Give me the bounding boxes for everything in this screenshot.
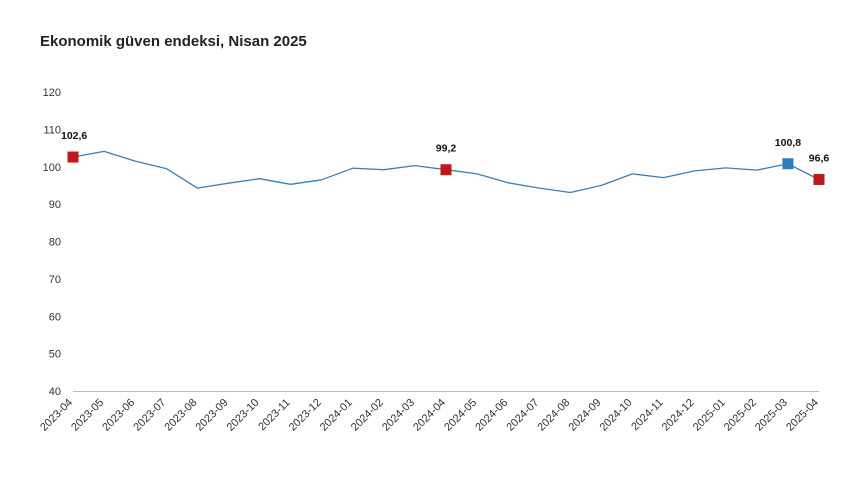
data-labels-group: 102,6 99,2 100,8 96,6 xyxy=(61,130,829,164)
highlight-marker xyxy=(440,164,452,176)
x-tick-label: 2024-06 xyxy=(473,397,510,434)
highlight-marker xyxy=(782,158,794,170)
x-tick-label: 2023-09 xyxy=(194,397,231,434)
x-tick-label: 2024-01 xyxy=(318,397,355,434)
y-tick-label: 50 xyxy=(49,349,61,361)
chart-title: Ekonomik güven endeksi, Nisan 2025 xyxy=(40,33,307,50)
x-tick-label: 2024-07 xyxy=(504,397,541,434)
x-tick-label: 2023-04 xyxy=(38,397,75,434)
data-label: 102,6 xyxy=(61,130,87,142)
x-tick-label: 2023-10 xyxy=(225,397,262,434)
y-tick-label: 100 xyxy=(43,162,61,174)
x-tick-label: 2023-07 xyxy=(131,397,168,434)
x-axis-ticks: 2023-042023-052023-062023-072023-082023-… xyxy=(38,397,821,434)
x-tick-label: 2024-02 xyxy=(349,397,386,434)
data-label: 99,2 xyxy=(436,143,457,155)
x-tick-label: 2024-03 xyxy=(380,397,417,434)
y-tick-label: 70 xyxy=(49,274,61,286)
highlight-marker xyxy=(67,151,79,163)
y-tick-label: 110 xyxy=(43,124,61,136)
x-tick-label: 2023-12 xyxy=(287,397,324,434)
x-tick-label: 2023-11 xyxy=(256,397,292,433)
x-tick-label: 2024-09 xyxy=(567,397,604,434)
y-axis-ticks: 40 50 60 70 80 90 100 110 120 xyxy=(43,87,61,398)
x-tick-label: 2023-06 xyxy=(100,397,137,434)
y-tick-label: 60 xyxy=(49,311,61,323)
x-tick-label: 2025-03 xyxy=(753,397,790,434)
x-tick-label: 2024-08 xyxy=(535,397,572,434)
highlight-marker xyxy=(813,173,825,185)
x-tick-label: 2024-05 xyxy=(442,397,479,434)
x-tick-label: 2024-12 xyxy=(660,397,697,434)
x-tick-label: 2024-11 xyxy=(629,397,665,433)
x-tick-label: 2024-10 xyxy=(598,397,635,434)
y-tick-label: 120 xyxy=(43,87,61,99)
x-tick-label: 2023-08 xyxy=(162,397,199,434)
x-tick-label: 2024-04 xyxy=(411,397,448,434)
markers-group xyxy=(67,151,825,185)
y-tick-label: 40 xyxy=(49,386,61,398)
x-tick-label: 2025-02 xyxy=(722,397,759,434)
data-label: 100,8 xyxy=(775,137,801,149)
x-tick-label: 2023-05 xyxy=(69,397,106,434)
data-label: 96,6 xyxy=(809,152,830,164)
y-tick-label: 80 xyxy=(49,237,61,249)
x-tick-label: 2025-01 xyxy=(691,397,728,434)
y-tick-label: 90 xyxy=(49,199,61,211)
x-tick-label: 2025-04 xyxy=(784,397,821,434)
